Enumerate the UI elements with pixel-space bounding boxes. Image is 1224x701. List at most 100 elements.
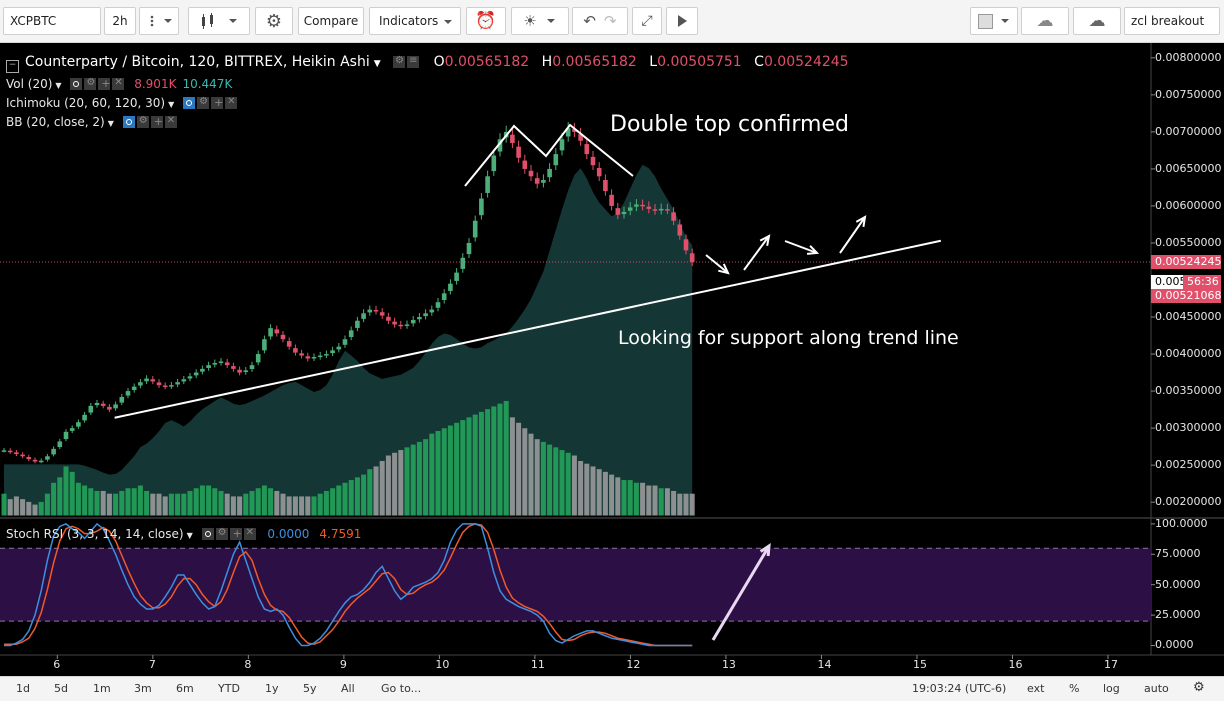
range-5y[interactable]: 5y [303,682,317,695]
fullscreen-button[interactable]: ⤢ [632,7,662,35]
ext-toggle[interactable]: ext [1027,682,1045,695]
chart-canvas[interactable] [0,43,1224,676]
volume-bar [193,488,199,516]
volume-bar [435,430,441,516]
candle-body [224,362,230,366]
eye-icon[interactable] [183,97,196,109]
candle-body [94,402,100,406]
candle-body [510,134,515,143]
gear-icon: ⚙ [265,10,283,32]
volume-bar [274,490,280,516]
alert-button[interactable]: ⏰ [466,7,506,35]
volume-bar [472,414,478,516]
volume-bar [94,490,100,516]
eye-icon[interactable] [201,528,214,540]
volume-bar [404,447,410,516]
add-icon[interactable] [211,96,223,109]
symbol-title: Counterparty / Bitcoin, 120, BITTREX, He… [25,54,370,70]
layout-name-button[interactable]: zcl breakout [1124,7,1220,35]
candle-body [621,211,627,215]
chart-style-button[interactable] [188,7,250,35]
redo-icon[interactable]: ↷ [604,12,617,30]
candle-body [144,378,149,382]
range-1y[interactable]: 1y [265,682,279,695]
range-1d[interactable]: 1d [16,682,30,695]
close-icon[interactable] [164,115,177,128]
auto-toggle[interactable]: auto [1144,682,1169,695]
candle-body [578,134,583,141]
volume-bar [354,477,360,516]
chevron-down-icon[interactable]: ▼ [55,81,62,90]
close-icon[interactable] [225,96,238,109]
range-ytd[interactable]: YTD [218,682,240,695]
chevron-down-icon[interactable]: ▼ [168,100,175,109]
volume-bar [596,469,602,516]
candle-body [547,168,552,178]
range-all[interactable]: All [341,682,355,695]
close-icon[interactable] [243,527,256,540]
settings-icon[interactable] [215,527,228,540]
volume-bar [144,490,150,516]
settings-button[interactable]: ⚙ [255,7,293,35]
candle-body [181,379,187,382]
drawing-templates-button[interactable]: ☀ [511,7,569,35]
annotation-support: Looking for support along trend line [618,327,959,349]
load-layout-button[interactable]: ☁ [1021,7,1069,35]
series-menu-icon[interactable] [407,55,420,68]
range-3m[interactable]: 3m [134,682,152,695]
candle-body [348,330,354,338]
interval-button[interactable]: 2h [104,7,136,35]
range-6m[interactable]: 6m [176,682,194,695]
volume-bar [292,496,298,516]
candle-body [330,350,335,354]
settings-icon[interactable] [393,55,406,68]
candle-body [553,154,559,166]
symbol-search[interactable]: XCPBTC [3,7,101,35]
bb-label: BB (20, close, 2) [6,115,105,129]
candle-body [20,454,25,457]
gear-icon[interactable]: ⚙ [1193,680,1205,695]
volume-bar [677,493,683,516]
candle-body [596,167,602,177]
range-1m[interactable]: 1m [93,682,111,695]
undo-icon[interactable]: ↶ [583,12,596,30]
compare-button[interactable]: Compare [298,7,364,35]
goto-button[interactable]: Go to... [381,682,422,695]
candle-body [472,220,478,238]
x-tick-label: 6 [53,658,61,671]
settings-icon[interactable] [136,115,149,128]
chevron-down-icon[interactable]: ▼ [107,119,114,128]
chevron-down-icon[interactable]: ▼ [373,59,381,69]
eye-icon[interactable] [122,116,135,128]
undo-redo-group[interactable]: ↶ ↷ [572,7,628,35]
chevron-down-icon[interactable]: ▼ [186,531,193,540]
candle-body [69,428,75,431]
volume-bar [243,493,249,516]
candle-body [32,459,38,462]
log-toggle[interactable]: log [1103,682,1120,695]
candle-body [156,382,162,386]
indicators-button[interactable]: Indicators [369,7,461,35]
interval-dropdown[interactable] [139,7,179,35]
replay-button[interactable] [666,7,698,35]
add-icon[interactable] [150,115,163,128]
close-icon[interactable] [112,77,125,90]
volume-bar [280,493,286,516]
color-picker-button[interactable] [970,7,1018,35]
volume-bar [119,490,125,516]
settings-icon[interactable] [197,96,210,109]
eye-icon[interactable] [70,78,83,90]
candle-body [640,204,645,207]
percent-toggle[interactable]: % [1069,682,1080,695]
clock-text[interactable]: 19:03:24 (UTC-6) [912,682,1007,695]
candle-body [88,405,94,413]
collapse-icon[interactable]: − [6,60,19,73]
add-icon[interactable] [229,527,242,540]
candle-body [200,368,205,372]
add-icon[interactable] [98,77,111,90]
lower-price-label: 0.00521068 [1151,289,1221,303]
volume-bar [478,411,484,516]
settings-icon[interactable] [84,77,97,90]
save-layout-button[interactable]: ☁ [1073,7,1121,35]
range-5d[interactable]: 5d [54,682,68,695]
